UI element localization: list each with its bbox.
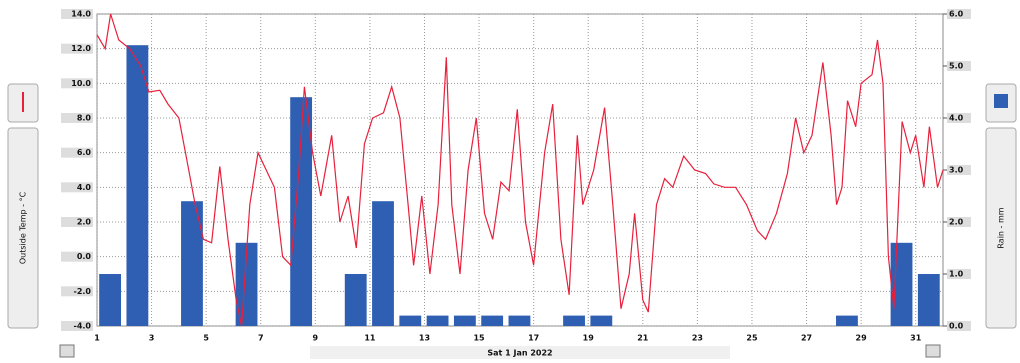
y-tick-label: 12.0 [71,44,91,53]
y-tick-label: 4.0 [77,183,92,192]
rain-bar [563,315,585,326]
rain-bar [917,274,940,326]
x-tick-label: 11 [364,334,376,343]
y-tick-box [61,286,93,297]
rain-bar [453,315,476,326]
x-tick-label: 5 [203,334,209,343]
x-tick-label: 15 [473,334,485,343]
y-tick-label: 8.0 [77,114,92,123]
y-axis-label: Outside Temp - °C [19,191,28,264]
rain-legend-icon [994,94,1008,108]
y2-tick-box [947,9,971,19]
y-tick-box [61,321,93,331]
y-tick-box [61,251,93,262]
y2-tick-label: 2.0 [949,218,964,227]
rain-bar [481,315,504,326]
x-tick-label: 7 [258,334,264,343]
rain-bar [890,242,913,326]
x-tick-label: 9 [313,334,319,343]
rain-bar [235,242,258,326]
temp-line [96,13,944,327]
date-bar [310,346,730,359]
y-tick-label: 14.0 [71,10,91,19]
x-tick-label: 25 [746,334,758,343]
y2-tick-box [947,61,971,71]
y2-tick-box [947,113,971,123]
x-tick-label: 19 [583,334,595,343]
rain-bar [181,201,203,326]
rain-bar [99,274,122,326]
rain-bar [508,315,531,326]
y2-tick-label: 6.0 [949,10,964,19]
y-tick-label: 6.0 [77,148,92,157]
x-tick-label: 21 [637,334,649,343]
x-tick-label: 3 [149,334,155,343]
x-tick-label: 17 [528,334,539,343]
rain-bar [372,201,394,326]
y-tick-box [61,9,93,19]
y-tick-label: -4.0 [74,322,92,331]
y2-tick-box [947,269,971,279]
rain-bar [590,315,613,326]
rain-bar [836,315,858,326]
x-tick-label: 27 [801,334,812,343]
next-button[interactable] [925,344,941,358]
x-tick-label: 23 [692,334,703,343]
y-tick-label: 2.0 [77,218,92,227]
y-tick-box [61,113,93,123]
x-axis-label: Sat 1 Jan 2022 [487,349,552,358]
y-tick-label: -2.0 [74,287,92,296]
rain-bar [126,45,149,326]
x-tick-label: 13 [419,334,430,343]
y2-tick-box [947,321,971,331]
y2-tick-label: 0.0 [949,322,964,331]
y2-tick-label: 4.0 [949,114,964,123]
x-tick-label: 29 [856,334,868,343]
y-tick-label: 0.0 [77,252,92,261]
y-tick-box [61,182,93,193]
y2-tick-label: 5.0 [949,62,964,71]
prev-button[interactable] [59,344,75,358]
y-tick-box [61,217,93,227]
plot-area [96,13,944,327]
y2-tick-label: 3.0 [949,166,964,175]
y-tick-box [61,43,93,54]
rain-bar [290,97,313,326]
x-tick-label: 31 [910,334,922,343]
rain-bar [344,274,367,326]
y2-tick-box [947,165,971,175]
y2-tick-box [947,217,971,227]
rain-bar [399,315,422,326]
temp-axis-button[interactable] [7,127,39,329]
y-tick-label: 10.0 [71,79,91,88]
y-tick-box [61,78,93,89]
rain-axis-button[interactable] [985,127,1017,329]
rain-bar [426,315,449,326]
y-tick-box [61,147,93,158]
y2-axis-label: Rain - mm [997,207,1006,248]
y2-tick-label: 1.0 [949,270,964,279]
x-tick-label: 1 [94,334,100,343]
